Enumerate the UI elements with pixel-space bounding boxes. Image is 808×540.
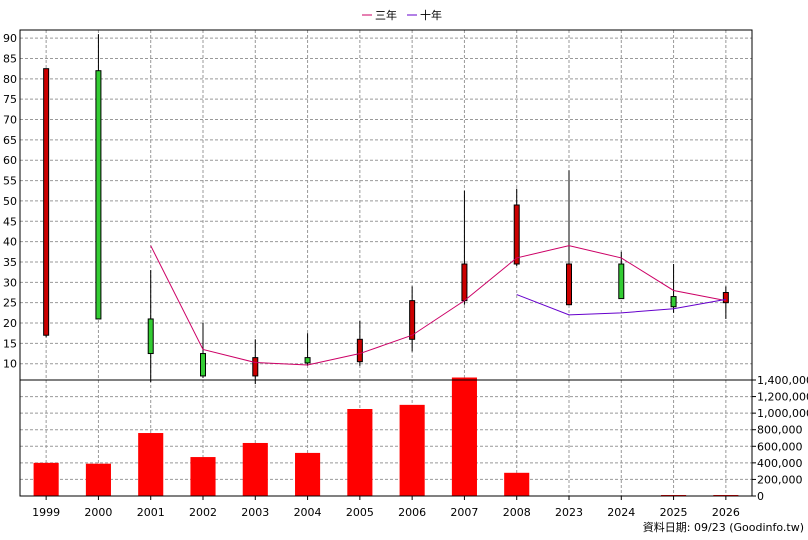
volume-tick-label: 1,200,000 [757, 391, 808, 404]
price-tick-label: 25 [3, 297, 17, 310]
price-tick-label: 60 [3, 154, 17, 167]
x-tick-label: 2004 [294, 506, 322, 519]
legend: 三年 十年 [362, 8, 442, 22]
x-tick-label: 2002 [189, 506, 217, 519]
price-tick-label: 65 [3, 134, 17, 147]
price-y-axis: 10 15 20 25 30 35 40 45 50 55 60 65 70 75 80 85 90 [3, 32, 17, 371]
x-tick-label: 2000 [84, 506, 112, 519]
x-tick-label: 2007 [450, 506, 478, 519]
price-tick-label: 40 [3, 236, 17, 249]
plot-frame [19, 29, 753, 497]
candle-body [200, 353, 206, 377]
price-tick-label: 90 [3, 32, 17, 45]
price-tick-label: 85 [3, 52, 17, 65]
volume-bar [347, 409, 373, 496]
volume-bar [190, 457, 216, 496]
x-tick-label: 2024 [607, 506, 635, 519]
volume-bar [33, 462, 59, 496]
x-tick-label: 2005 [346, 506, 374, 519]
price-tick-label: 15 [3, 337, 17, 350]
price-tick-label: 30 [3, 276, 17, 289]
volume-tick-label: 0 [757, 490, 764, 503]
x-tick-label: 2026 [712, 506, 740, 519]
series-line [516, 294, 726, 316]
candle-body [670, 296, 677, 308]
candle-body [722, 292, 729, 304]
series-line [150, 245, 726, 366]
candle-body [409, 300, 416, 340]
candle-body [252, 357, 259, 377]
volume-bar [504, 472, 530, 496]
moving-average-lines [150, 245, 726, 366]
x-tick-label: 2003 [241, 506, 269, 519]
price-tick-label: 50 [3, 195, 17, 208]
candle-body [461, 263, 468, 302]
volume-tick-label: 800,000 [757, 424, 803, 437]
x-tick-label: 2023 [555, 506, 583, 519]
footer-note: 資料日期: 09/23 (Goodinfo.tw) [643, 520, 804, 534]
candle-body [147, 318, 154, 355]
candle-body [43, 68, 50, 336]
year-x-axis: 1999 2000 2001 2002 2003 2004 2005 2006 2007 2008… [32, 496, 740, 519]
volume-tick-label: 400,000 [757, 457, 803, 470]
legend-label-three-year: 三年 [375, 8, 397, 22]
candle-body [618, 263, 625, 300]
volume-bar [295, 452, 321, 496]
volume-bar [242, 442, 268, 496]
x-tick-label: 2006 [398, 506, 426, 519]
x-tick-label: 1999 [32, 506, 60, 519]
volume-tick-label: 1,400,000 [757, 374, 808, 387]
volume-bar [399, 404, 425, 496]
price-tick-label: 45 [3, 215, 17, 228]
candle-body [95, 70, 102, 320]
price-tick-label: 70 [3, 114, 17, 127]
volume-y-axis: 0 200,000 400,000 600,000 800,000 1,000,000 1,… [752, 374, 808, 503]
volume-tick-label: 200,000 [757, 473, 803, 486]
volume-bars [33, 377, 739, 496]
price-tick-label: 35 [3, 256, 17, 269]
price-grid [20, 30, 752, 496]
candle-body [513, 204, 520, 265]
volume-tick-label: 1,000,000 [757, 407, 808, 420]
price-tick-label: 55 [3, 175, 17, 188]
price-tick-label: 80 [3, 73, 17, 86]
x-tick-label: 2001 [137, 506, 165, 519]
candle-body [304, 357, 311, 364]
x-tick-label: 2008 [503, 506, 531, 519]
price-tick-label: 75 [3, 93, 17, 106]
volume-bar [138, 433, 164, 496]
volume-grid [20, 379, 752, 497]
volume-tick-label: 600,000 [757, 440, 803, 453]
candlesticks [43, 34, 729, 385]
candle-body [356, 338, 363, 363]
price-tick-label: 20 [3, 317, 17, 330]
price-tick-label: 10 [3, 358, 17, 371]
legend-label-ten-year: 十年 [420, 8, 442, 22]
volume-bar [85, 463, 111, 496]
x-tick-label: 2025 [660, 506, 688, 519]
candle-body [566, 263, 572, 306]
volume-bar [451, 377, 477, 496]
